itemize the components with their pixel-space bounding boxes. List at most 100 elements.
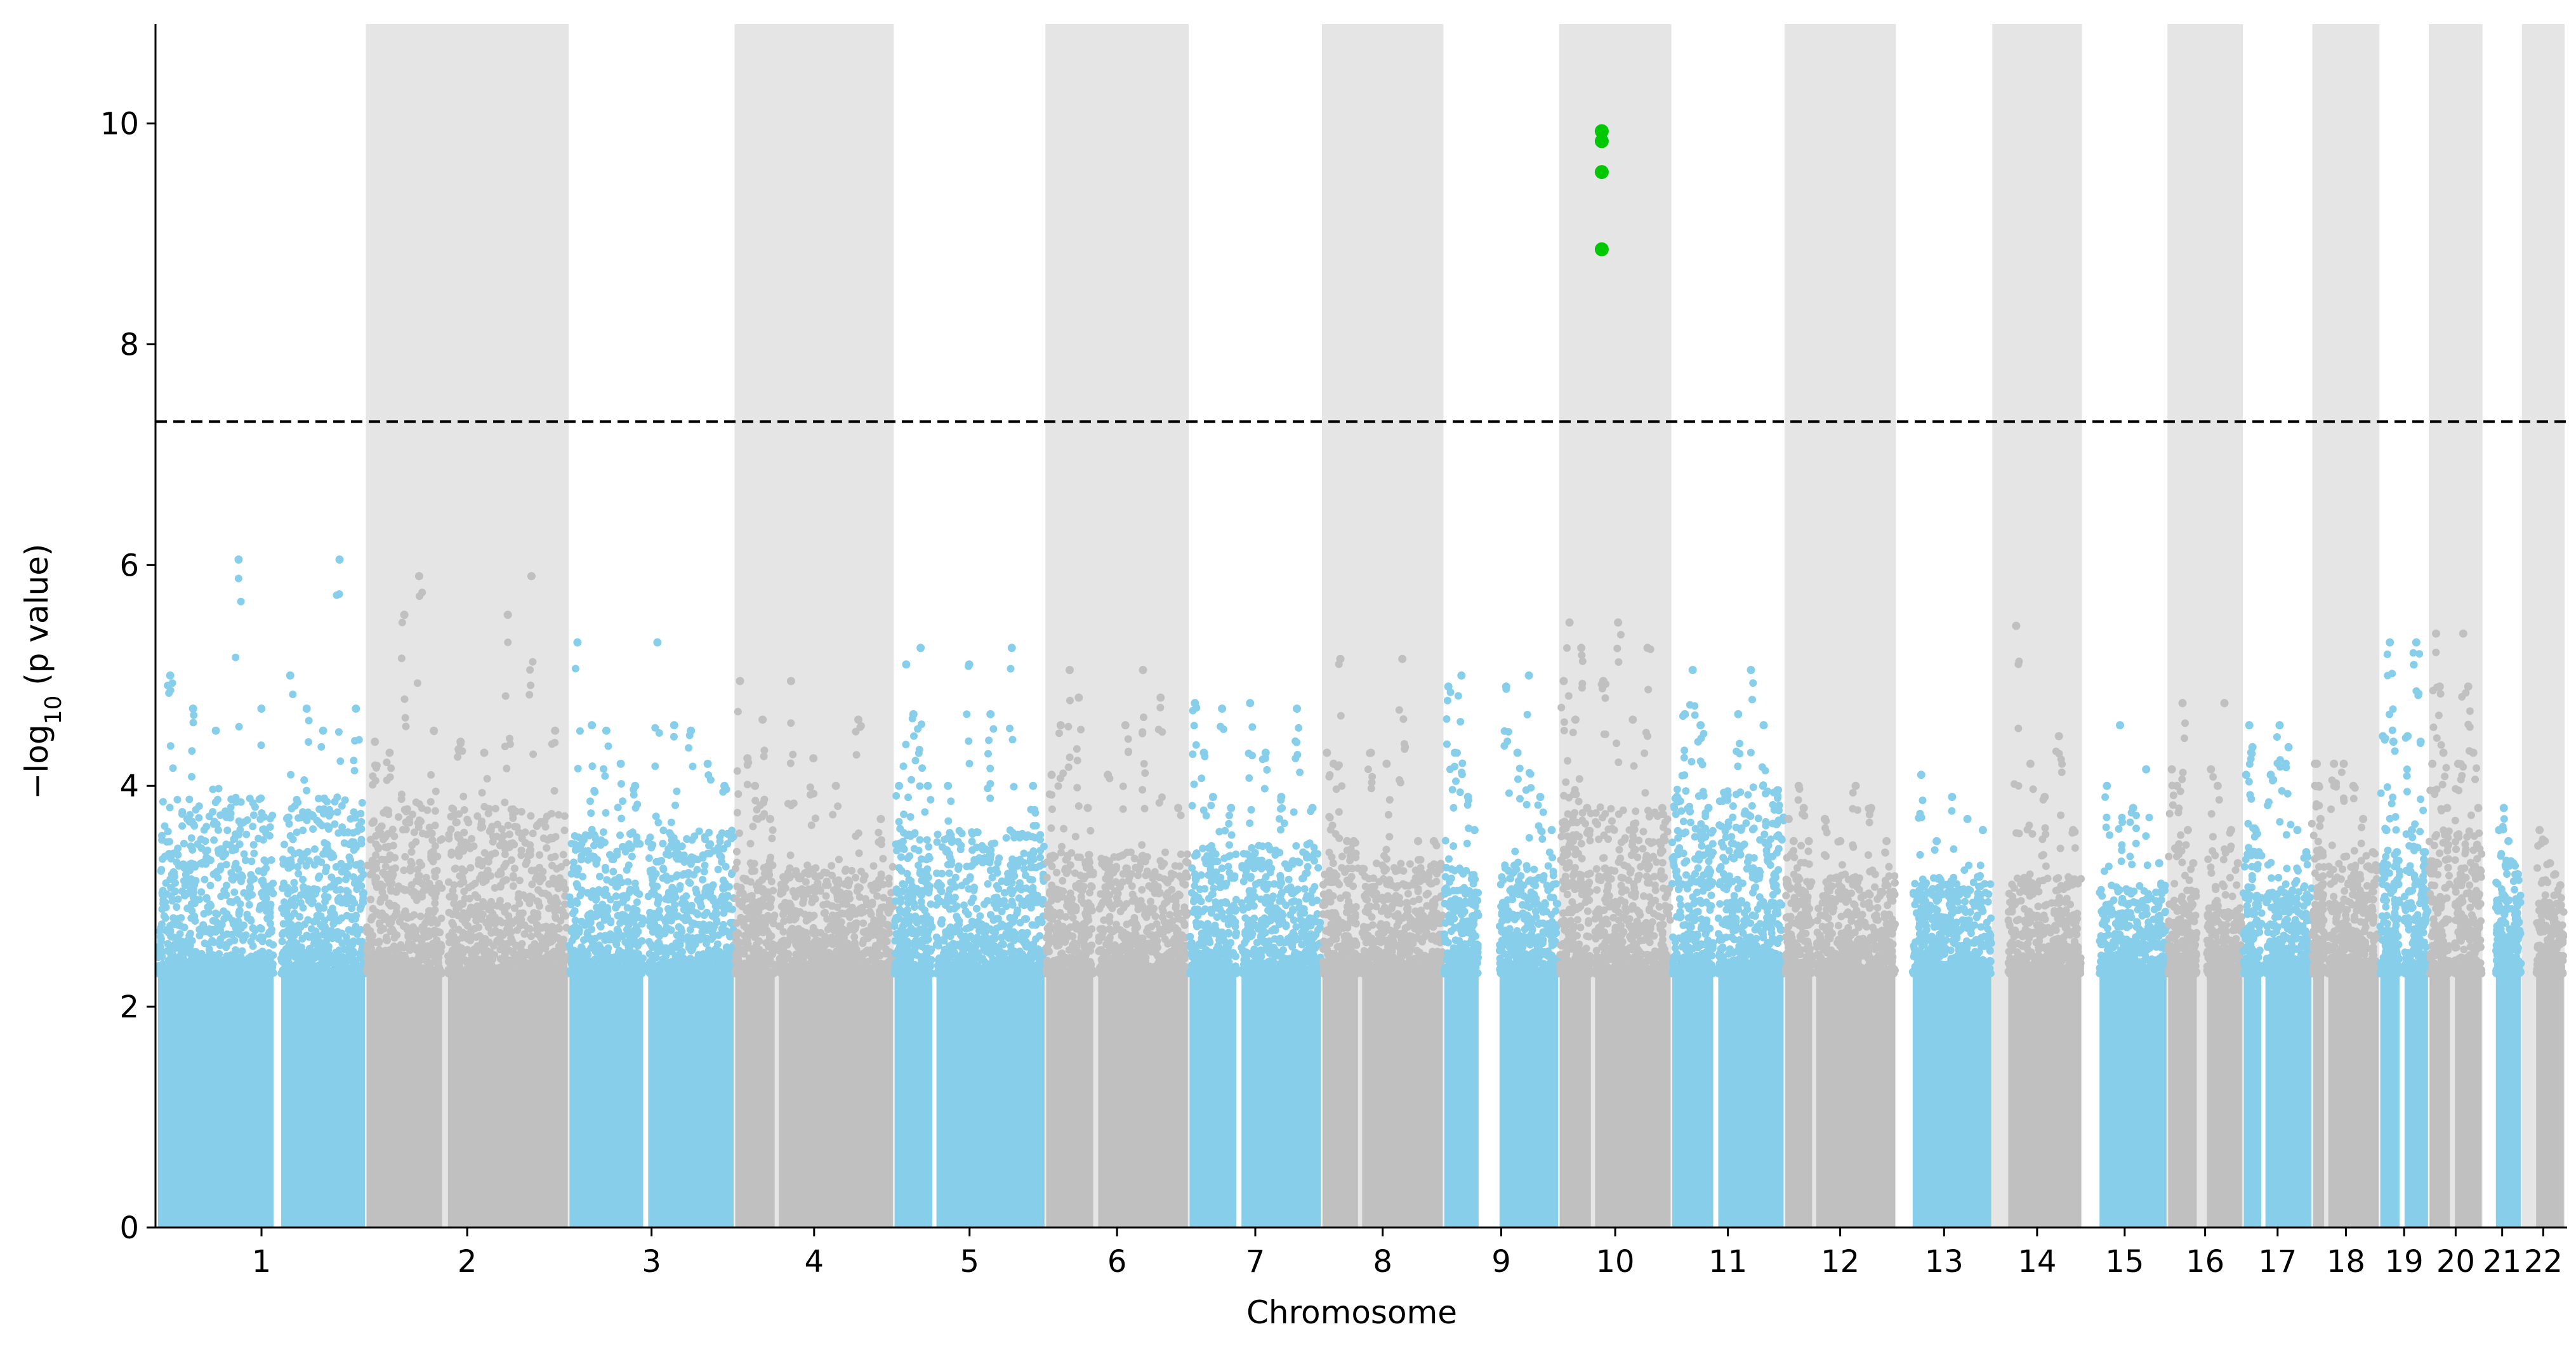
snp-point	[214, 846, 222, 854]
snp-point	[544, 836, 552, 844]
snp-point	[426, 798, 435, 806]
snp-point	[592, 969, 600, 977]
snp-point	[285, 939, 293, 948]
chromosome-density-4-1	[779, 968, 893, 1228]
snp-point	[529, 830, 537, 838]
snp-point	[294, 863, 302, 871]
snp-point	[588, 762, 597, 771]
snp-point	[678, 934, 686, 942]
snp-point	[723, 946, 731, 955]
snp-point	[706, 776, 715, 784]
snp-point	[528, 880, 536, 889]
snp-point	[293, 969, 301, 977]
snp-point	[227, 961, 235, 969]
snp-point	[230, 888, 239, 896]
snp-point	[237, 932, 246, 940]
snp-peak-point	[302, 705, 311, 713]
snp-point	[269, 941, 277, 949]
snp-point	[246, 884, 254, 892]
snp-point	[157, 950, 166, 958]
snp-point	[551, 969, 559, 977]
snp-point	[482, 937, 491, 945]
snp-point	[756, 801, 764, 809]
snp-point	[356, 905, 364, 913]
snp-point	[386, 885, 395, 893]
snp-point	[451, 951, 459, 960]
snp-point	[470, 945, 478, 953]
snp-point	[298, 960, 306, 969]
snp-point	[266, 814, 274, 823]
snp-point	[527, 932, 535, 941]
snp-point	[167, 854, 175, 863]
snp-point	[194, 956, 202, 964]
snp-point	[297, 951, 305, 959]
snp-point	[504, 821, 512, 830]
snp-point	[679, 914, 687, 922]
snp-point	[238, 947, 246, 955]
snp-point	[699, 876, 706, 883]
snp-point	[653, 882, 661, 890]
snp-point	[310, 939, 318, 948]
snp-point	[427, 771, 435, 779]
snp-point	[713, 969, 722, 977]
snp-point	[258, 889, 267, 897]
snp-point	[633, 898, 641, 906]
snp-point	[374, 882, 383, 890]
snp-point	[459, 792, 468, 800]
snp-point	[263, 915, 272, 923]
snp-point	[527, 846, 534, 854]
snp-point	[355, 736, 363, 744]
snp-peak-point	[234, 555, 243, 564]
snp-point	[331, 962, 339, 970]
snp-point	[186, 811, 194, 819]
snp-point	[746, 840, 755, 848]
snp-point	[505, 844, 513, 851]
snp-peak-point	[385, 748, 394, 757]
snp-point	[600, 765, 607, 773]
snp-point	[257, 925, 265, 933]
snp-point	[781, 899, 789, 906]
snp-point	[215, 784, 223, 793]
snp-point	[551, 852, 559, 861]
snp-point	[385, 953, 393, 961]
snp-point	[166, 742, 175, 750]
snp-point	[689, 944, 697, 952]
snp-point	[617, 780, 625, 788]
snp-point	[204, 908, 213, 916]
snp-point	[517, 968, 525, 976]
snp-point	[414, 871, 423, 880]
snp-point	[515, 955, 524, 963]
snp-point	[448, 928, 456, 936]
snp-point	[657, 857, 666, 864]
snp-point	[480, 968, 488, 976]
snp-point	[299, 826, 307, 835]
snp-point	[596, 873, 604, 880]
snp-peak-point	[211, 726, 220, 735]
snp-point	[618, 955, 626, 963]
snp-point	[415, 892, 423, 900]
snp-point	[718, 896, 726, 904]
snp-point	[659, 865, 668, 873]
snp-point	[520, 930, 529, 938]
snp-point	[733, 847, 741, 856]
snp-point	[408, 841, 416, 849]
snp-point	[755, 897, 763, 906]
snp-point	[501, 908, 509, 916]
snp-point	[504, 639, 512, 646]
snp-point	[619, 797, 627, 805]
snp-point	[880, 894, 888, 902]
snp-point	[572, 932, 580, 940]
snp-point	[378, 822, 386, 830]
snp-point	[716, 837, 724, 845]
snp-point	[633, 800, 642, 809]
snp-point	[401, 713, 409, 722]
snp-point	[305, 717, 313, 725]
snp-point	[338, 802, 346, 810]
snp-point	[281, 840, 288, 849]
snp-point	[612, 904, 620, 912]
snp-point	[311, 845, 319, 853]
snp-point	[360, 889, 367, 897]
snp-point	[402, 825, 410, 833]
snp-point	[571, 665, 579, 673]
snp-point	[581, 847, 589, 856]
